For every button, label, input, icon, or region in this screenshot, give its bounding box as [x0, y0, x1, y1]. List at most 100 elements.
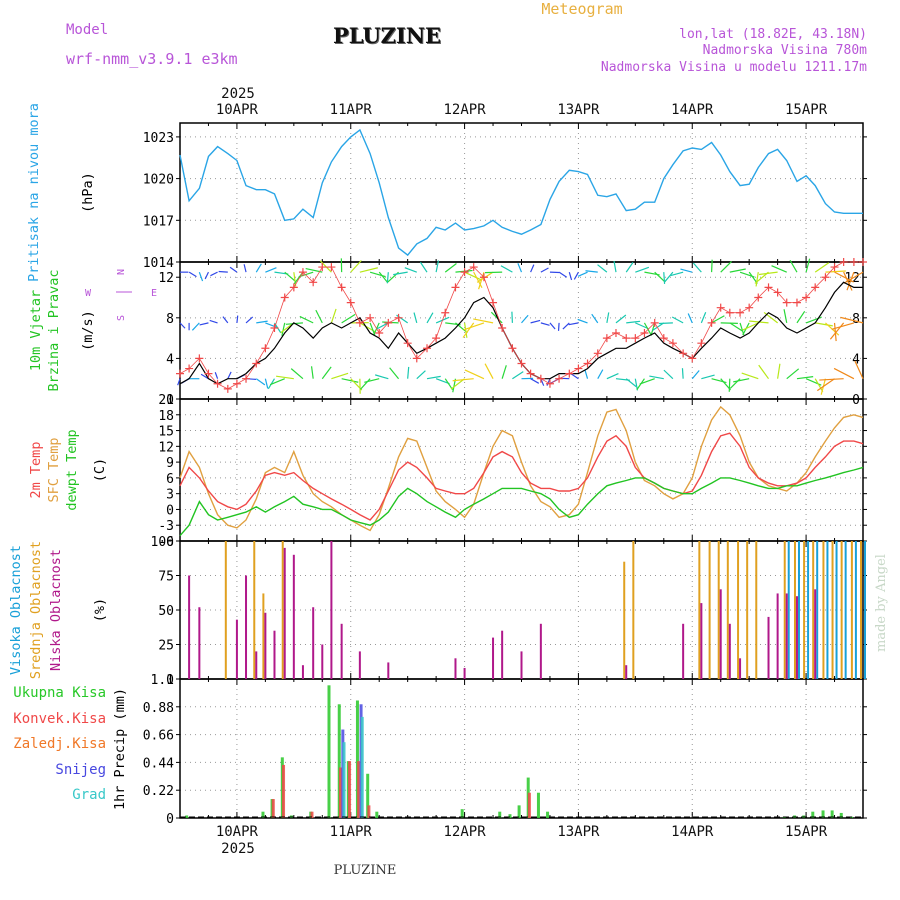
wind-arrow	[540, 267, 549, 273]
cloud-bar-srednja-oblacnost	[623, 561, 626, 679]
wind-arrow	[562, 322, 570, 330]
y-tick-label: 12	[158, 271, 174, 286]
wind-arrow	[364, 378, 380, 383]
wind-arrow	[255, 263, 262, 273]
wind-arrow	[643, 322, 652, 335]
cloud-bar-niska-oblacnost	[785, 593, 788, 679]
date-label-top: 10APR	[216, 102, 259, 118]
top-date-labels: 10APR 11APR 12APR 13APR 14APR 15APR	[216, 102, 828, 118]
cloud-bar-srednja-oblacnost	[726, 541, 729, 679]
cloud-bar-srednja-oblacnost	[737, 541, 740, 679]
wind-arrow	[269, 378, 285, 386]
wind-arrow	[729, 378, 741, 389]
wind-arrow	[729, 322, 743, 332]
wind-arrow	[691, 370, 700, 380]
wind-arrow	[490, 311, 503, 324]
wind-arrow	[639, 378, 655, 385]
y-tick-label: 0.44	[143, 756, 174, 771]
wind-arrow	[426, 375, 441, 380]
wind-arrow	[204, 271, 209, 280]
y-tick-label: 100	[151, 535, 174, 550]
wind-arrow	[606, 312, 610, 323]
cloud-bar-niska-oblacnost	[463, 667, 466, 679]
wind-arrow	[664, 271, 674, 282]
panel-pressure: 1014 1017 1020 1023	[143, 122, 867, 271]
y-tick-label: 8	[166, 312, 174, 327]
wind-arrow	[179, 322, 186, 329]
wind-arrow	[606, 373, 619, 380]
precip-bar	[337, 704, 341, 818]
y-tick-label-right: 0	[852, 393, 860, 408]
wind-arrow	[597, 264, 608, 273]
cloud-bar-niska-oblacnost	[264, 612, 267, 679]
date-label-bottom: 15APR	[785, 824, 828, 840]
cloud-bar-niska-oblacnost	[814, 589, 817, 679]
cloud-bar-srednja-oblacnost	[717, 541, 720, 679]
panel-precip: 0 0.22 0.44 0.66 0.88 1.1	[143, 673, 867, 827]
station-title: PLUZINE	[333, 23, 441, 48]
wind-arrow	[331, 372, 349, 380]
cloud-bar-niska-oblacnost	[728, 623, 731, 679]
wind-arrow	[843, 271, 864, 284]
cloud-bar-niska-oblacnost	[340, 623, 343, 679]
gust-cross	[176, 369, 184, 378]
cloud-bar-srednja-oblacnost	[793, 541, 796, 679]
wind-arrow	[191, 322, 200, 331]
y-tick-label: 75	[158, 570, 174, 585]
wind-arrow	[255, 378, 266, 386]
cloud-bar-srednja-oblacnost	[812, 541, 815, 679]
cloud-bar-srednja-oblacnost	[698, 541, 701, 679]
wind-arrow	[654, 271, 666, 283]
wind-arrow	[789, 259, 798, 273]
wind-arrow	[462, 322, 475, 338]
precip-bar	[546, 811, 550, 818]
axis-title: 10m Vjetar	[28, 290, 44, 371]
cloud-bar-niska-oblacnost	[188, 575, 191, 679]
precip-bar	[508, 814, 512, 818]
cloud-bar-niska-oblacnost	[312, 607, 315, 679]
wind-arrow	[771, 265, 787, 273]
wind-arrow	[728, 378, 731, 392]
date-label-bottom: 14APR	[671, 824, 714, 840]
cloud-bar-srednja-oblacnost	[262, 593, 265, 679]
y-tick-label: 21	[158, 393, 174, 408]
wind-arrow	[733, 378, 750, 383]
y-tick-label: 4	[166, 352, 174, 367]
axis-title: (%)	[92, 598, 108, 622]
y-tick-label: 3	[166, 488, 174, 503]
y-tick-label: 50	[158, 604, 174, 619]
wind-arrow	[635, 322, 649, 330]
cloud-bar-visoka-oblacnost	[844, 541, 847, 679]
axis-title: Srednja Oblacnost	[28, 541, 44, 679]
wind-arrow	[701, 374, 715, 380]
precip-bar	[375, 811, 379, 818]
date-label-top: 11APR	[330, 102, 373, 118]
wind-arrow	[210, 271, 218, 277]
y-tick-label: 1014	[143, 256, 174, 271]
wind-arrow	[530, 264, 535, 273]
wind-arrow	[613, 260, 617, 273]
wind-arrow	[815, 322, 833, 327]
cloud-bar-srednja-oblacnost	[281, 541, 284, 679]
wind-arrow	[615, 314, 627, 324]
wind-arrow	[290, 368, 304, 380]
cloud-bar-srednja-oblacnost	[224, 541, 227, 679]
year-bottom: 2025	[221, 841, 255, 857]
wind-arrow	[378, 271, 389, 283]
wind-arrow	[369, 271, 386, 278]
model-name: wrf-nmm_v3.9.1 e3km	[66, 50, 238, 68]
cloud-bar-visoka-oblacnost	[835, 541, 838, 679]
wind-arrow	[625, 262, 634, 273]
axis-title: dewpt Temp	[64, 429, 80, 510]
compass-w: W	[85, 288, 92, 299]
precip-bar	[355, 700, 359, 818]
wind-arrow	[413, 312, 418, 324]
wind-arrow	[463, 322, 485, 331]
cloud-bar-srednja-oblacnost	[860, 541, 862, 679]
wind-arrow	[341, 378, 359, 383]
wind-arrow	[577, 318, 588, 324]
wind-arrow	[484, 363, 494, 379]
wind-arrow	[416, 370, 426, 380]
cloud-bar-srednja-oblacnost	[840, 541, 843, 679]
